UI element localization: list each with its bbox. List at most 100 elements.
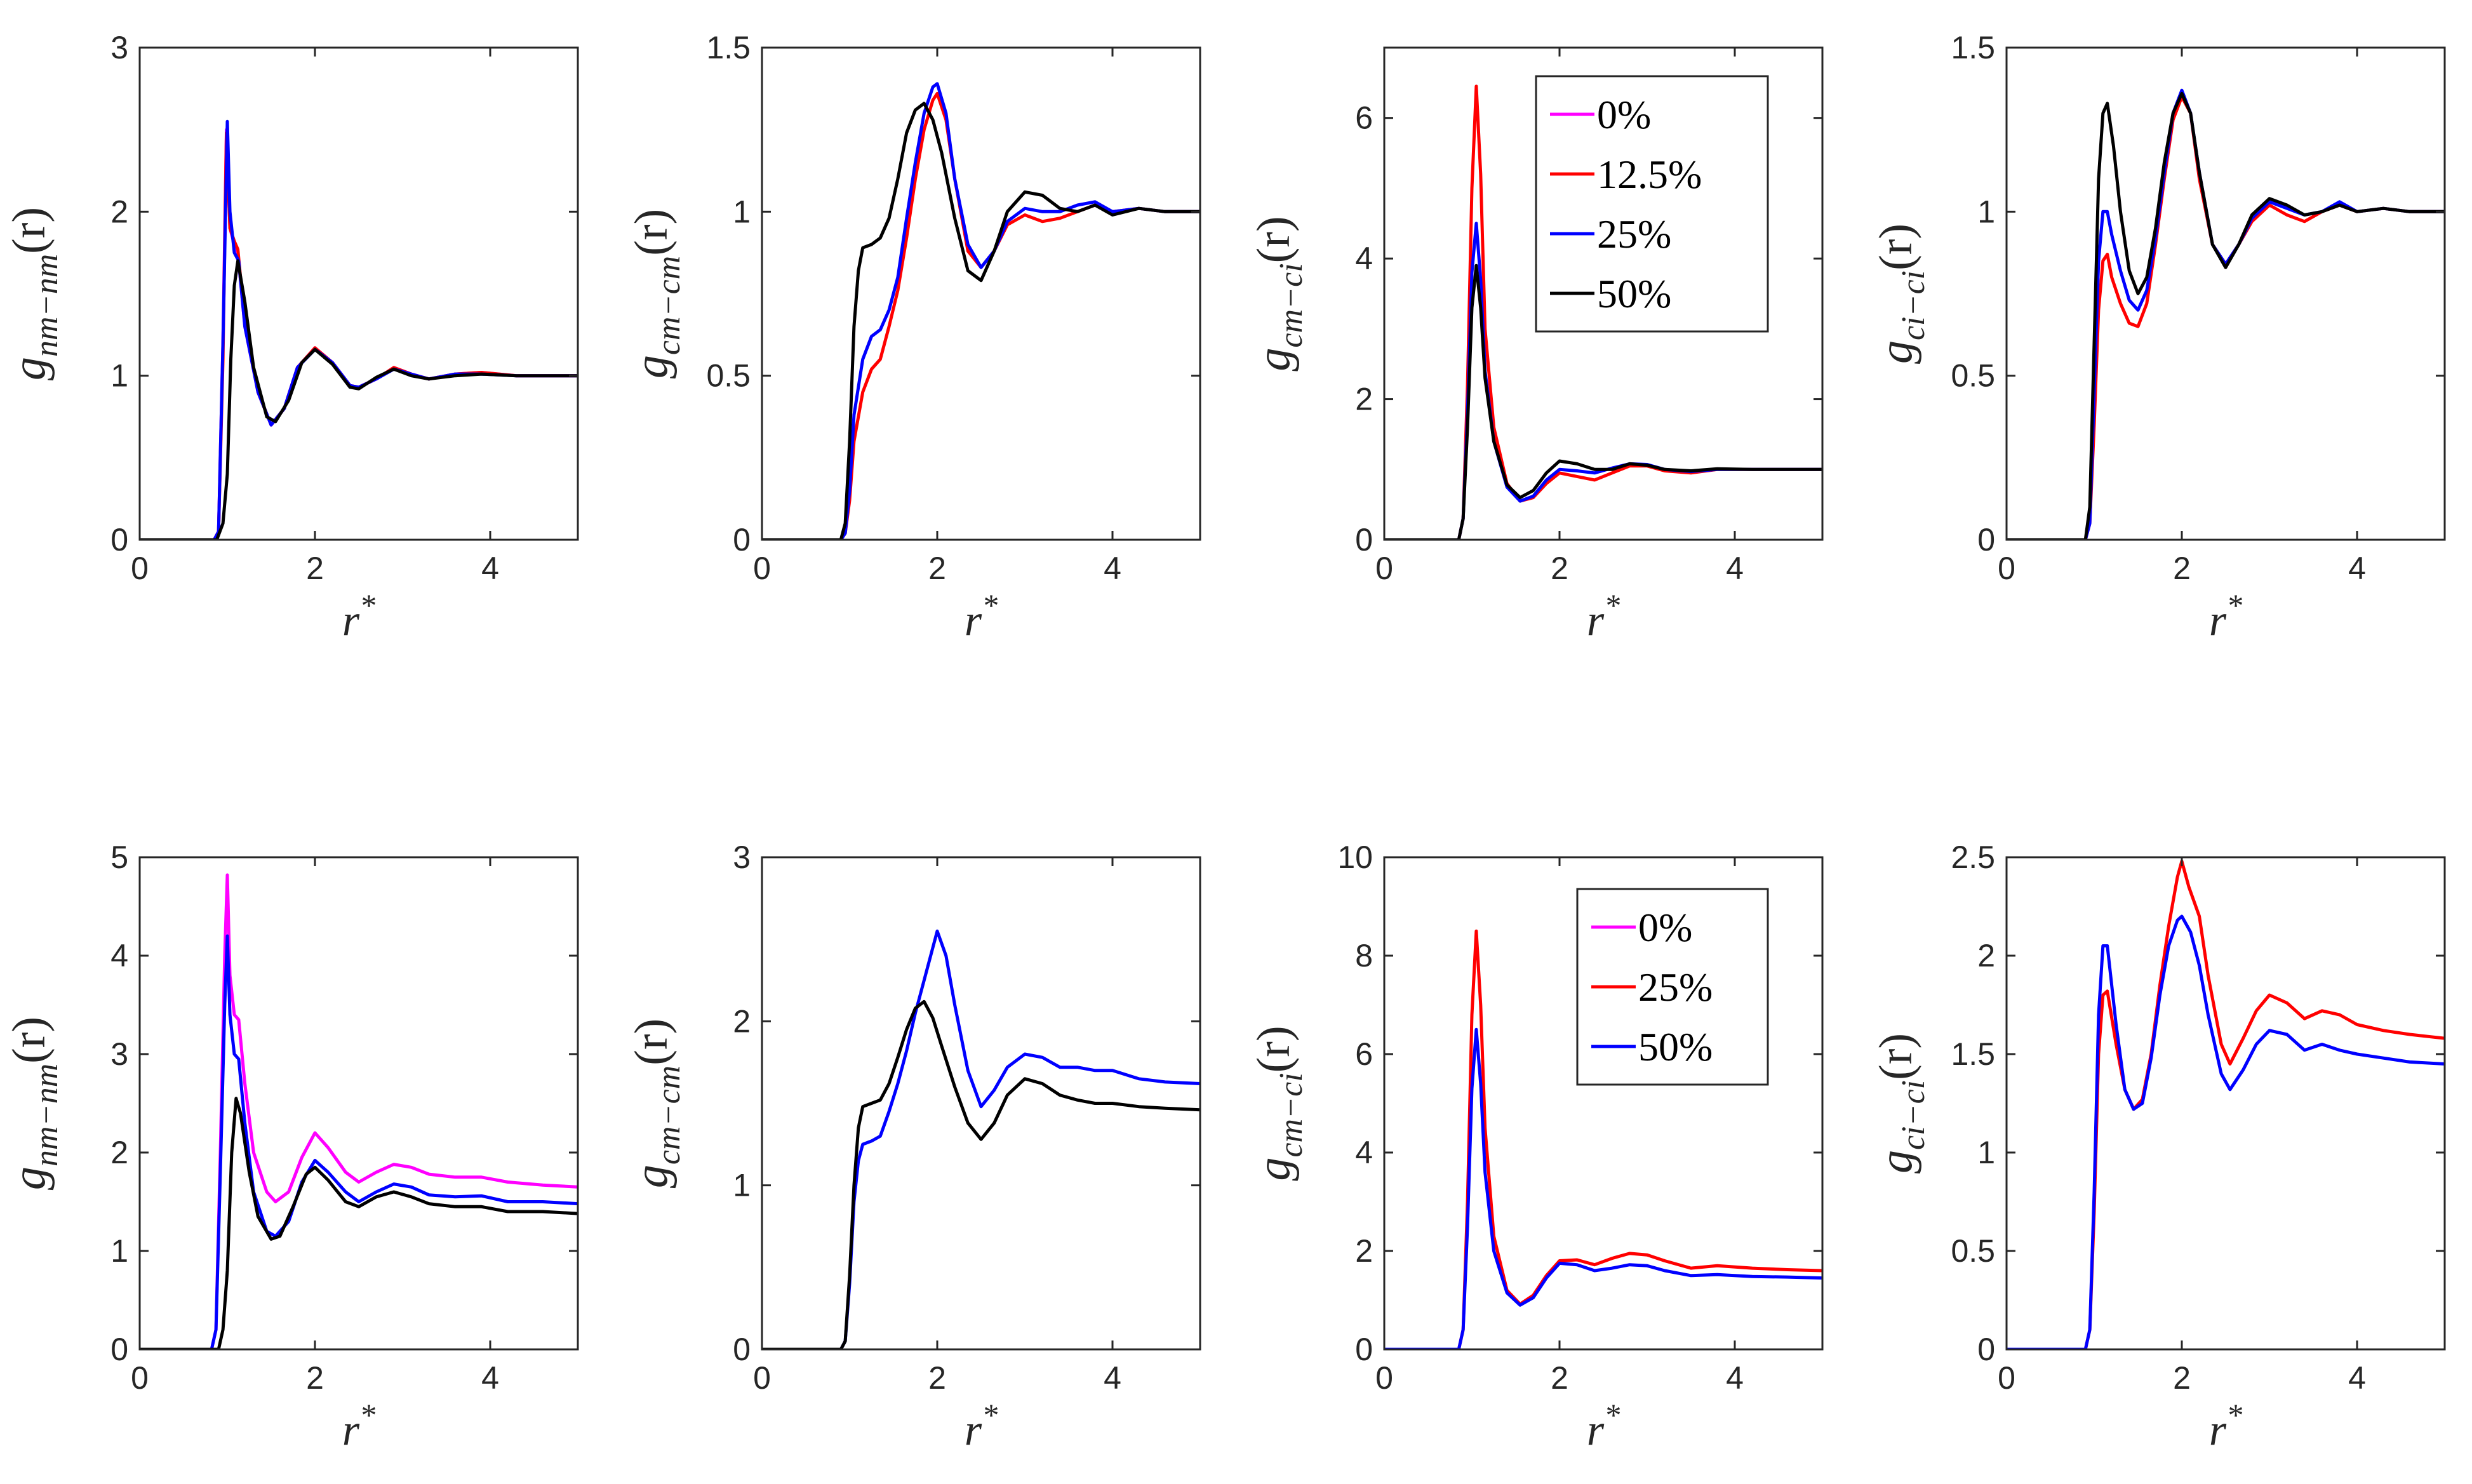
y-tick-label: 8 — [1355, 938, 1373, 973]
x-tick-label: 4 — [1726, 551, 1744, 586]
subplot-top-2: 0 2 4 0 0.5 1 1.5 r* gcm−cm(r) — [625, 30, 1201, 645]
y-tick-label: 1 — [1977, 194, 1995, 229]
legend-label: 12.5% — [1597, 152, 1702, 197]
axes-box — [1383, 856, 1824, 1351]
x-tick-label: 0 — [1375, 551, 1393, 586]
x-tick-label: 0 — [1375, 1360, 1393, 1396]
y-tick-label: 2 — [1355, 382, 1373, 417]
y-axis-label: gcm−cm(r) — [625, 209, 687, 378]
x-tick-label: 4 — [1726, 1360, 1744, 1396]
y-tick-label: 0 — [733, 522, 751, 558]
legend-label: 50% — [1597, 271, 1671, 316]
series-line-25pct — [140, 119, 578, 540]
y-tick-label: 2 — [733, 1003, 751, 1039]
x-tick-label: 2 — [1551, 551, 1568, 586]
series-line-50pct — [140, 1097, 578, 1349]
y-axis-label: gcm−ci(r) — [1248, 216, 1309, 371]
series-line-25pct — [762, 82, 1200, 540]
axes-box — [761, 856, 1201, 1351]
series-line-50pct — [762, 102, 1200, 540]
series-line-12_5pct — [2007, 859, 2445, 1349]
y-tick-label: 3 — [110, 1036, 128, 1072]
axes-box — [761, 46, 1201, 541]
y-axis-label: gnm−nm(r) — [3, 207, 65, 380]
legend: 0% 12.5% 25% 50% — [1535, 75, 1769, 333]
y-tick-label: 0 — [1355, 1332, 1373, 1367]
subplot-bottom-2: 0 2 4 0 1 2 3 r* gcm−cm(r) — [625, 839, 1201, 1455]
axes-box — [2005, 856, 2446, 1351]
y-axis-label: gci−ci(r) — [1870, 224, 1932, 364]
y-tick-label: 1.5 — [1951, 1036, 1995, 1072]
y-axis-label: gnm−nm(r) — [3, 1017, 65, 1190]
axes-box — [2005, 46, 2446, 541]
y-tick-label: 0 — [733, 1332, 751, 1367]
y-tick-label: 1 — [733, 1168, 751, 1203]
series-line-12_5pct — [140, 131, 578, 540]
legend-label: 50% — [1638, 1024, 1713, 1069]
x-tick-label: 4 — [2348, 551, 2366, 586]
series-line-25pct — [2007, 914, 2445, 1349]
x-tick-label: 0 — [1998, 1360, 2015, 1396]
legend: 0% 25% 50% — [1576, 888, 1769, 1086]
subplot-bottom-1: 0 2 4 0 1 2 3 4 5 r* gnm−nm(r) — [3, 839, 579, 1455]
x-tick-label: 4 — [1104, 551, 1121, 586]
x-axis-label: r* — [342, 1397, 375, 1455]
x-tick-label: 4 — [481, 1360, 499, 1396]
y-tick-label: 6 — [1355, 100, 1373, 136]
y-tick-label: 3 — [110, 30, 128, 65]
x-tick-label: 2 — [2173, 551, 2191, 586]
y-tick-label: 2 — [1355, 1233, 1373, 1269]
y-tick-label: 0.5 — [1951, 358, 1995, 394]
series-line-12_5pct — [2007, 95, 2445, 540]
series-line-25pct — [762, 929, 1200, 1349]
x-axis-label: r* — [965, 1397, 998, 1455]
legend-label: 0% — [1597, 92, 1651, 137]
x-tick-label: 2 — [2173, 1360, 2191, 1396]
series-line-50pct — [140, 259, 578, 540]
y-axis-label: gcm−cm(r) — [625, 1019, 687, 1188]
x-axis-label: r* — [965, 587, 998, 645]
x-tick-label: 0 — [753, 1360, 771, 1396]
y-tick-label: 1 — [110, 1233, 128, 1269]
y-tick-label: 0.5 — [706, 358, 751, 394]
series-line-25pct — [1384, 1027, 1822, 1349]
series-line-50pct — [1384, 264, 1822, 540]
subplot-top-1: 0 2 4 0 1 2 3 r* gnm−nm(r) — [3, 30, 579, 645]
x-axis-label: r* — [1587, 1397, 1620, 1455]
x-tick-label: 2 — [306, 1360, 324, 1396]
x-tick-label: 4 — [1104, 1360, 1121, 1396]
subplot-top-3: 0 2 4 0 2 4 6 r* gcm−ci(r) 0% 12.5% 25% 50% — [1248, 46, 1824, 645]
series-line-50pct — [762, 999, 1200, 1349]
legend-label: 0% — [1638, 905, 1692, 950]
series-line-25pct — [140, 934, 578, 1349]
series-line-12_5pct — [1384, 929, 1822, 1349]
x-axis-label: r* — [2209, 587, 2242, 645]
legend-label: 25% — [1638, 965, 1713, 1010]
x-axis-label: r* — [2209, 1397, 2242, 1455]
subplot-top-4: 0 2 4 0 0.5 1 1.5 r* gci−ci(r) — [1870, 30, 2446, 645]
legend-label: 25% — [1597, 211, 1671, 257]
y-tick-label: 10 — [1337, 839, 1373, 875]
y-tick-label: 6 — [1355, 1036, 1373, 1072]
y-tick-label: 1 — [110, 358, 128, 394]
x-tick-label: 0 — [753, 551, 771, 586]
y-tick-label: 2.5 — [1951, 839, 1995, 875]
y-tick-label: 2 — [110, 1135, 128, 1170]
y-tick-label: 2 — [1977, 938, 1995, 973]
y-tick-label: 1.5 — [706, 30, 751, 65]
x-axis-label: r* — [1587, 587, 1620, 645]
y-tick-label: 2 — [110, 194, 128, 229]
axes-box — [138, 46, 579, 541]
series-line-0pct — [140, 873, 578, 1349]
y-tick-label: 3 — [733, 839, 751, 875]
y-tick-label: 0 — [110, 522, 128, 558]
x-axis-label: r* — [342, 587, 375, 645]
y-tick-label: 1 — [1977, 1135, 1995, 1170]
x-tick-label: 2 — [928, 551, 946, 586]
y-tick-label: 4 — [1355, 241, 1373, 276]
y-tick-label: 0.5 — [1951, 1233, 1995, 1269]
y-tick-label: 5 — [110, 839, 128, 875]
x-tick-label: 0 — [131, 551, 149, 586]
x-tick-label: 0 — [131, 1360, 149, 1396]
